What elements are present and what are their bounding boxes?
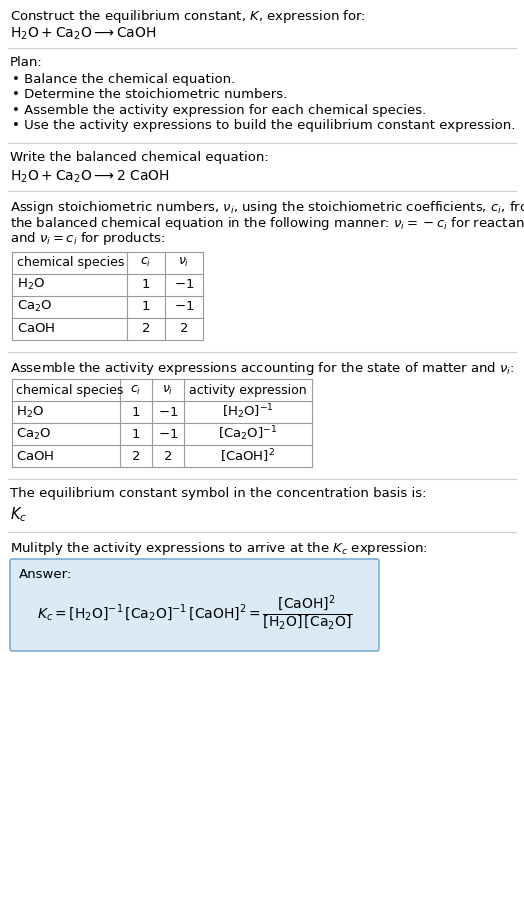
Text: • Determine the stoichiometric numbers.: • Determine the stoichiometric numbers. [12, 88, 287, 101]
Text: Write the balanced chemical equation:: Write the balanced chemical equation: [10, 151, 269, 163]
Text: • Assemble the activity expression for each chemical species.: • Assemble the activity expression for e… [12, 103, 426, 117]
FancyBboxPatch shape [10, 559, 379, 651]
Text: $-1$: $-1$ [158, 405, 178, 419]
Text: 1: 1 [142, 300, 150, 313]
Text: Answer:: Answer: [19, 568, 72, 581]
Text: • Balance the chemical equation.: • Balance the chemical equation. [12, 73, 235, 85]
Text: $c_i$: $c_i$ [140, 256, 151, 269]
Text: • Use the activity expressions to build the equilibrium constant expression.: • Use the activity expressions to build … [12, 119, 516, 132]
Text: $-1$: $-1$ [174, 278, 194, 291]
Text: $K_c = [\mathrm{H_2O}]^{-1}\,[\mathrm{Ca_2O}]^{-1}\,[\mathrm{CaOH}]^{2} = \dfrac: $K_c = [\mathrm{H_2O}]^{-1}\,[\mathrm{Ca… [37, 594, 352, 632]
Text: $\mathrm{CaOH}$: $\mathrm{CaOH}$ [17, 322, 56, 335]
Text: $[\mathrm{Ca_2O}]^{-1}$: $[\mathrm{Ca_2O}]^{-1}$ [219, 424, 278, 443]
Text: chemical species: chemical species [17, 256, 124, 269]
Text: 2: 2 [142, 322, 150, 335]
Text: and $\nu_i = c_i$ for products:: and $\nu_i = c_i$ for products: [10, 230, 166, 247]
Text: Construct the equilibrium constant, $K$, expression for:: Construct the equilibrium constant, $K$,… [10, 8, 366, 25]
Text: Mulitply the activity expressions to arrive at the $K_c$ expression:: Mulitply the activity expressions to arr… [10, 539, 428, 556]
Text: Plan:: Plan: [10, 56, 43, 69]
Text: $\mathrm{Ca_2O}$: $\mathrm{Ca_2O}$ [17, 299, 52, 314]
Text: $-1$: $-1$ [158, 428, 178, 440]
Text: 1: 1 [132, 405, 140, 419]
Text: the balanced chemical equation in the following manner: $\nu_i = -c_i$ for react: the balanced chemical equation in the fo… [10, 214, 524, 231]
Text: 1: 1 [142, 278, 150, 291]
Text: $[\mathrm{CaOH}]^{2}$: $[\mathrm{CaOH}]^{2}$ [221, 448, 276, 465]
Text: 2: 2 [163, 449, 172, 463]
Text: The equilibrium constant symbol in the concentration basis is:: The equilibrium constant symbol in the c… [10, 487, 427, 500]
Text: $c_i$: $c_i$ [130, 383, 141, 396]
Text: 2: 2 [180, 322, 188, 335]
Text: Assemble the activity expressions accounting for the state of matter and $\nu_i$: Assemble the activity expressions accoun… [10, 360, 515, 377]
Text: $\mathrm{H_2O + Ca_2O \longrightarrow CaOH}$: $\mathrm{H_2O + Ca_2O \longrightarrow Ca… [10, 26, 156, 42]
Text: activity expression: activity expression [189, 384, 307, 396]
Text: chemical species: chemical species [16, 384, 123, 396]
Text: $\mathrm{H_2O + Ca_2O \longrightarrow 2\ CaOH}$: $\mathrm{H_2O + Ca_2O \longrightarrow 2\… [10, 169, 170, 186]
Bar [12, 251, 203, 339]
Text: $\mathrm{H_2O}$: $\mathrm{H_2O}$ [16, 405, 44, 420]
Text: 1: 1 [132, 428, 140, 440]
Text: $\mathrm{Ca_2O}$: $\mathrm{Ca_2O}$ [16, 426, 51, 441]
Text: $K_c$: $K_c$ [10, 506, 27, 524]
Text: $\mathrm{CaOH}$: $\mathrm{CaOH}$ [16, 449, 54, 463]
Text: $-1$: $-1$ [174, 300, 194, 313]
Text: $[\mathrm{H_2O}]^{-1}$: $[\mathrm{H_2O}]^{-1}$ [222, 403, 274, 422]
Text: 2: 2 [132, 449, 140, 463]
Text: $\mathrm{H_2O}$: $\mathrm{H_2O}$ [17, 277, 45, 292]
Text: $\nu_i$: $\nu_i$ [178, 256, 190, 269]
Bar [12, 379, 312, 467]
Text: Assign stoichiometric numbers, $\nu_i$, using the stoichiometric coefficients, $: Assign stoichiometric numbers, $\nu_i$, … [10, 199, 524, 216]
Text: $\nu_i$: $\nu_i$ [162, 383, 173, 396]
